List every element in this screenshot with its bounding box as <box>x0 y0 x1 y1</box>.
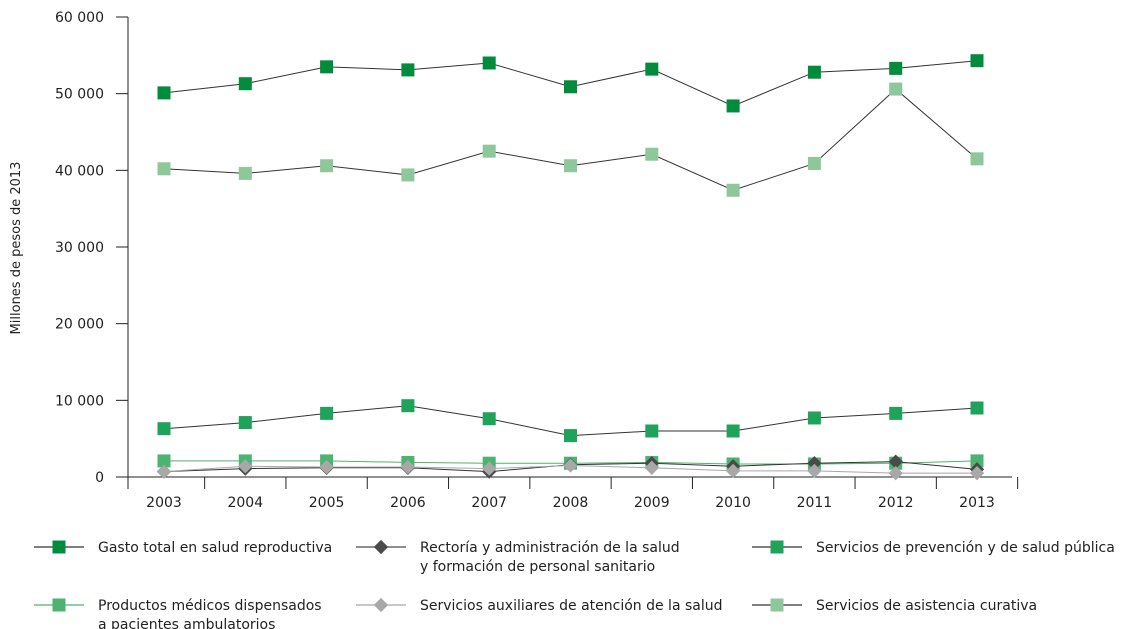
data-point <box>564 429 577 443</box>
x-tick-label: 2013 <box>959 495 995 511</box>
data-point <box>970 54 984 68</box>
y-tick-label: 10 000 <box>55 393 104 409</box>
data-point <box>725 463 741 479</box>
legend-item: Servicios de asistencia curativa <box>752 598 1037 614</box>
legend: Gasto total en salud reproductiva Rectorí… <box>34 539 1115 629</box>
data-point <box>564 80 577 94</box>
data-point <box>401 63 415 77</box>
series-5 <box>157 82 984 197</box>
legend-marker <box>770 598 784 612</box>
legend-item: Rectoría y administración de la salud y f… <box>356 539 680 575</box>
data-point <box>889 82 903 96</box>
data-point <box>320 60 334 74</box>
data-point <box>644 460 659 475</box>
data-point <box>157 162 171 176</box>
data-point <box>970 401 984 415</box>
data-point <box>157 86 171 100</box>
data-point <box>807 463 822 479</box>
y-tick-label: 30 000 <box>55 240 104 256</box>
x-tick-label: 2009 <box>634 495 670 511</box>
series-line <box>163 88 978 191</box>
data-point <box>726 99 740 113</box>
data-point <box>563 458 578 473</box>
data-point <box>889 61 903 75</box>
axes: 0 10 000 20 000 30 000 40 000 50 000 60 000 200… <box>55 10 1019 511</box>
legend-label: Servicios de prevención y de salud públi… <box>816 540 1115 556</box>
legend-marker <box>373 539 389 555</box>
legend-label: a pacientes ambulatorios <box>98 617 275 629</box>
legend-marker <box>52 540 66 554</box>
x-tick-label: 2007 <box>471 495 507 511</box>
data-point <box>645 424 659 438</box>
x-tick-label: 2004 <box>227 495 263 511</box>
data-point <box>726 183 740 197</box>
y-tick-label: 60 000 <box>55 10 104 26</box>
data-point <box>238 166 252 180</box>
data-point <box>482 56 496 70</box>
y-tick-label: 50 000 <box>55 87 104 103</box>
data-point <box>888 454 903 469</box>
x-tick-label: 2008 <box>553 495 589 511</box>
y-tick-label: 0 <box>95 470 104 486</box>
legend-marker <box>373 597 389 613</box>
data-point <box>238 77 252 91</box>
legend-label: y formación de personal sanitario <box>420 559 655 575</box>
data-point <box>807 411 821 425</box>
data-point <box>726 424 740 438</box>
data-point <box>157 422 171 436</box>
legend-label: Productos médicos dispensados <box>98 598 322 614</box>
x-tick-label: 2012 <box>878 495 914 511</box>
data-point <box>401 168 415 182</box>
legend-item: Productos médicos dispensados a pacientes… <box>34 598 322 629</box>
data-point <box>807 65 821 79</box>
data-point <box>969 465 985 481</box>
data-point <box>564 159 577 173</box>
data-point <box>645 147 659 161</box>
x-tick-label: 2005 <box>309 495 345 511</box>
series-0 <box>157 54 984 113</box>
x-tick-label: 2003 <box>146 495 182 511</box>
data-point <box>157 454 171 468</box>
data-point <box>482 461 497 476</box>
x-tick-label: 2006 <box>390 495 426 511</box>
data-point <box>807 156 821 170</box>
legend-marker <box>770 540 784 554</box>
legend-item: Servicios de prevención y de salud públi… <box>752 540 1115 556</box>
data-point <box>401 399 415 413</box>
data-point <box>970 152 984 166</box>
data-point <box>482 144 496 158</box>
y-tick-label: 20 000 <box>55 317 104 333</box>
x-tick-label: 2011 <box>797 495 833 511</box>
data-point <box>482 412 496 426</box>
data-point <box>645 62 659 76</box>
legend-marker <box>52 598 66 612</box>
y-tick-label: 40 000 <box>55 163 104 179</box>
data-point <box>889 406 903 420</box>
legend-label: Servicios de asistencia curativa <box>816 598 1037 614</box>
data-point <box>970 454 984 468</box>
data-point <box>319 459 334 475</box>
data-point <box>238 416 252 430</box>
data-point <box>320 159 334 173</box>
series-2 <box>157 399 984 443</box>
legend-item: Gasto total en salud reproductiva <box>34 540 332 556</box>
y-axis-label: Millones de pesos de 2013 <box>9 162 24 335</box>
series-layer <box>156 54 985 481</box>
data-point <box>400 459 416 475</box>
data-point <box>888 465 903 481</box>
legend-label: Rectoría y administración de la salud <box>420 540 680 556</box>
legend-label: Servicios auxiliares de atención de la s… <box>420 598 723 614</box>
data-point <box>807 456 822 471</box>
legend-label: Gasto total en salud reproductiva <box>98 540 332 556</box>
data-point <box>320 406 334 420</box>
legend-item: Servicios auxiliares de atención de la s… <box>356 597 723 614</box>
x-tick-label: 2010 <box>715 495 751 511</box>
